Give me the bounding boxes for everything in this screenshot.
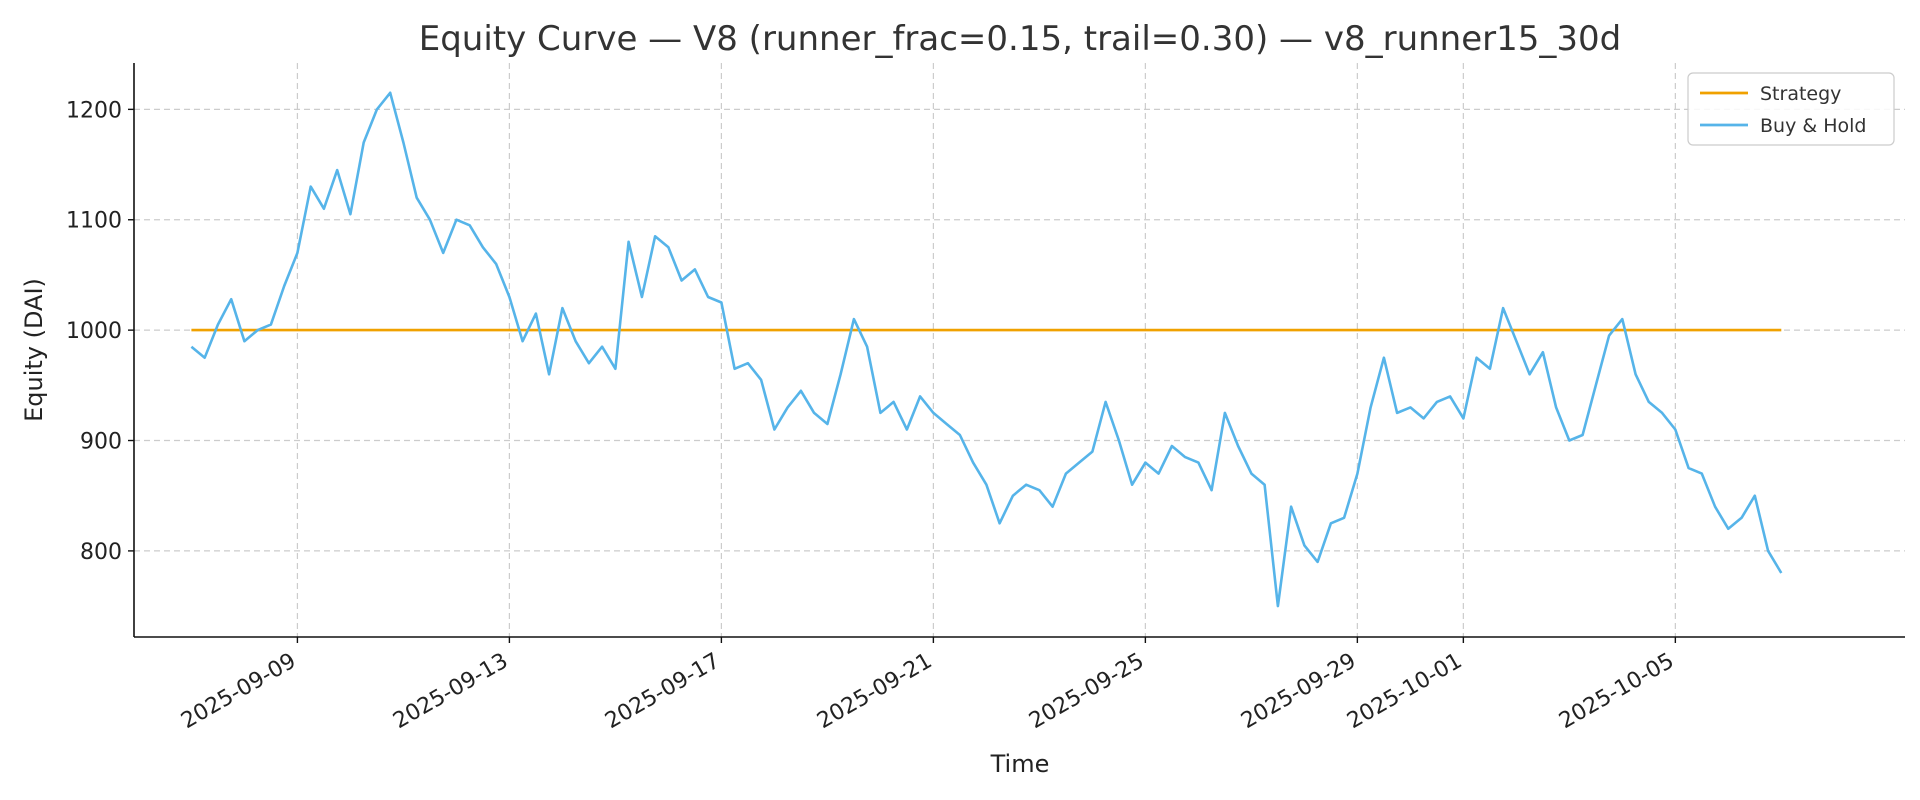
legend-label-strategy: Strategy <box>1760 83 1841 105</box>
legend-label-buy-hold: Buy & Hold <box>1760 115 1866 137</box>
tick-labels: 800 900 1000 1100 1200 2025-09-09 2025-09-13 20… <box>66 98 1678 734</box>
grid <box>134 63 1905 637</box>
chart-title: Equity Curve — V8 (runner_frac=0.15, tra… <box>419 19 1622 59</box>
series-lines <box>190 91 1783 608</box>
axes <box>128 63 1905 643</box>
x-tick-label: 2025-09-29 <box>1237 649 1360 735</box>
y-tick-label: 1100 <box>66 209 122 234</box>
x-tick-label: 2025-09-17 <box>601 649 724 735</box>
legend-box <box>1687 72 1895 146</box>
y-tick-label: 1200 <box>66 98 122 123</box>
x-tick-label: 2025-09-09 <box>177 649 300 735</box>
legend: Strategy Buy & Hold <box>1687 72 1895 146</box>
x-tick-label: 2025-10-05 <box>1555 649 1678 735</box>
y-tick-label: 900 <box>80 430 122 455</box>
y-axis-label: Equity (DAI) <box>20 278 48 422</box>
series-line-buy-hold <box>190 91 1783 608</box>
y-tick-label: 1000 <box>66 319 122 344</box>
x-tick-label: 2025-10-01 <box>1343 649 1466 735</box>
x-tick-label: 2025-09-21 <box>813 649 936 735</box>
x-tick-label: 2025-09-13 <box>389 649 512 735</box>
x-axis-label: Time <box>990 750 1050 778</box>
x-tick-label: 2025-09-25 <box>1025 649 1148 735</box>
y-tick-label: 800 <box>80 540 122 565</box>
